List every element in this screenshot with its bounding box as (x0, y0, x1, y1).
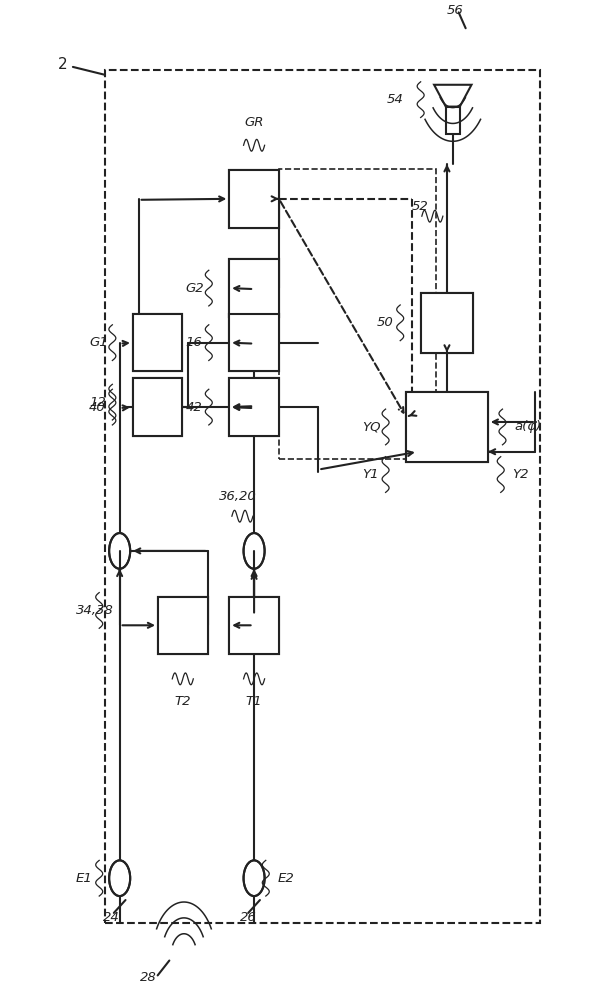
Text: 56: 56 (447, 4, 464, 17)
Text: 50: 50 (377, 316, 394, 329)
Bar (406, 392, 488, 462)
Bar (421, 293, 473, 353)
Bar (230, 597, 279, 654)
Text: GR: GR (244, 116, 264, 129)
Text: 2: 2 (58, 57, 68, 72)
Bar (230, 314, 279, 371)
Text: 16: 16 (185, 336, 202, 349)
Text: 36,20: 36,20 (219, 490, 257, 503)
Polygon shape (434, 85, 471, 107)
Text: 40: 40 (89, 401, 106, 414)
Bar (133, 314, 182, 371)
Bar (133, 378, 182, 436)
Bar (230, 259, 279, 317)
Text: 54: 54 (386, 93, 403, 106)
Bar (421, 293, 473, 353)
Text: E1: E1 (76, 872, 93, 885)
Text: Y2: Y2 (512, 468, 529, 481)
Text: Y1: Y1 (362, 468, 379, 481)
Text: T2: T2 (175, 695, 191, 708)
Text: E2: E2 (277, 872, 294, 885)
Bar (230, 170, 279, 228)
Text: 34,38: 34,38 (76, 604, 114, 617)
Bar (230, 378, 279, 436)
Bar (406, 392, 488, 462)
Text: 24: 24 (103, 911, 119, 924)
Text: 12: 12 (89, 396, 106, 409)
Bar (133, 314, 182, 371)
Text: G2: G2 (185, 282, 204, 295)
Bar (230, 378, 279, 436)
Text: a(φ): a(φ) (514, 420, 541, 433)
Bar (278, 169, 437, 459)
Bar (230, 314, 279, 371)
Text: 52: 52 (412, 200, 429, 213)
Text: G1: G1 (89, 336, 107, 349)
Text: 28: 28 (140, 971, 157, 984)
Bar (105, 70, 540, 923)
Text: YQ: YQ (362, 420, 381, 433)
Bar (158, 597, 208, 654)
Bar (446, 107, 460, 134)
Bar (230, 170, 279, 228)
Text: 42: 42 (185, 401, 202, 414)
Text: 26: 26 (240, 911, 257, 924)
Text: T1: T1 (246, 695, 263, 708)
Bar (158, 597, 208, 654)
Bar (230, 597, 279, 654)
Bar (133, 378, 182, 436)
Bar (230, 259, 279, 317)
